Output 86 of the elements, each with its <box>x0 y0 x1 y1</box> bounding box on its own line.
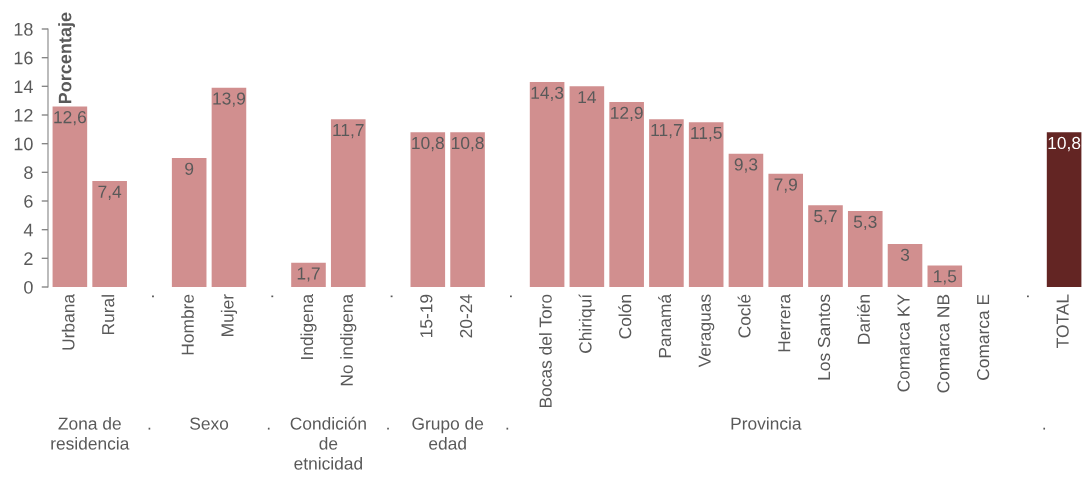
x-tick-label: Darién <box>856 295 870 344</box>
data-label: 1,5 <box>934 270 957 285</box>
data-label: 10,8 <box>452 136 484 152</box>
x-tick-label: Indigena <box>300 293 317 359</box>
x-tick-label: Urbana <box>61 293 75 350</box>
bar <box>728 153 764 287</box>
x-tick-label: Rural <box>101 295 115 335</box>
text: Provincia <box>731 417 802 430</box>
x-tick-label: . <box>152 295 154 298</box>
text: . <box>506 427 509 430</box>
y-tick-label: 8 <box>24 166 33 180</box>
x-tick-label: Hombre <box>181 294 194 355</box>
text: Condición de etnicidad <box>290 416 366 470</box>
data-label: 10,8 <box>1048 136 1081 152</box>
x-tick-label: Comarca E <box>976 294 990 380</box>
bar <box>410 132 446 287</box>
x-tick-label: TOTAL <box>1056 294 1069 348</box>
y-tick-label: 10 <box>14 137 33 151</box>
text: . <box>267 427 270 430</box>
x-tick-label: Comarca KY <box>897 294 910 392</box>
y-tick-label: 16 <box>14 51 33 65</box>
bar <box>847 211 883 287</box>
bar <box>649 119 684 287</box>
bar <box>1046 132 1082 287</box>
y-axis-title: Porcentaje <box>58 12 75 104</box>
bar <box>887 244 923 287</box>
bar <box>609 102 644 287</box>
bar <box>569 86 605 287</box>
x-tick-label: No indigena <box>340 293 357 386</box>
data-label: 11,5 <box>691 126 722 142</box>
x-tick-label: . <box>1026 295 1029 298</box>
x-tick-label: . <box>509 295 512 298</box>
y-tick-label: 4 <box>23 223 33 237</box>
text: Zona de residencia <box>51 417 130 450</box>
bar <box>171 158 207 287</box>
data-label: 5,3 <box>853 215 877 230</box>
x-tick-label: 15-19 <box>420 294 433 338</box>
data-label: 5,7 <box>814 210 837 225</box>
data-label: 11,7 <box>333 124 364 139</box>
text: . <box>148 427 151 430</box>
x-tick-label: Los Santos <box>817 294 831 380</box>
y-tick-label: 12 <box>14 108 33 122</box>
data-label: 12,9 <box>611 106 643 122</box>
bar <box>291 262 326 287</box>
y-tick-label: 6 <box>24 194 33 208</box>
bar <box>330 119 366 287</box>
data-label: 3 <box>900 248 910 261</box>
text: Sexo <box>190 417 229 430</box>
data-label: 9 <box>185 162 194 175</box>
x-tick-label: Panamá <box>658 293 672 358</box>
x-tick-label: . <box>271 295 274 298</box>
bar <box>92 180 127 287</box>
x-tick-label: Colón <box>618 295 632 339</box>
bar <box>52 106 88 287</box>
x-tick-label: Coclé <box>737 294 751 338</box>
x-tick-label: Bocas del Toro <box>539 294 552 408</box>
y-tick-label: 18 <box>14 22 33 36</box>
data-label: 7,4 <box>98 185 122 200</box>
y-tick-label: 14 <box>14 80 33 93</box>
x-tick-label: Comarca NB <box>937 294 950 393</box>
data-label: 14,3 <box>531 86 564 101</box>
data-label: 9,3 <box>734 158 758 173</box>
data-label: 13,9 <box>213 92 246 107</box>
data-label: 7,9 <box>774 178 797 193</box>
x-tick-label: Herrera <box>778 293 791 352</box>
bar <box>529 82 565 287</box>
x-tick-label: Chiriquí <box>578 294 596 353</box>
bar <box>768 173 804 287</box>
y-tick-label: 2 <box>24 252 33 265</box>
text: Grupo de edad <box>412 417 484 450</box>
x-tick-label: . <box>390 295 393 298</box>
bar <box>808 205 843 287</box>
bar <box>211 87 247 287</box>
x-tick-label: Veraguas <box>698 294 715 368</box>
bar <box>450 132 485 287</box>
text: . <box>1043 427 1046 430</box>
x-tick-label: 20-24 <box>459 294 473 338</box>
bar <box>688 122 724 287</box>
x-tick-label: Mujer <box>220 294 238 336</box>
data-label: 12,6 <box>54 111 87 126</box>
data-label: 10,8 <box>412 136 444 152</box>
data-label: 1,7 <box>297 267 320 282</box>
text: . <box>387 427 389 430</box>
data-label: 14 <box>578 91 597 104</box>
data-label: 11,7 <box>651 124 682 139</box>
y-tick-label: 0 <box>24 280 33 294</box>
